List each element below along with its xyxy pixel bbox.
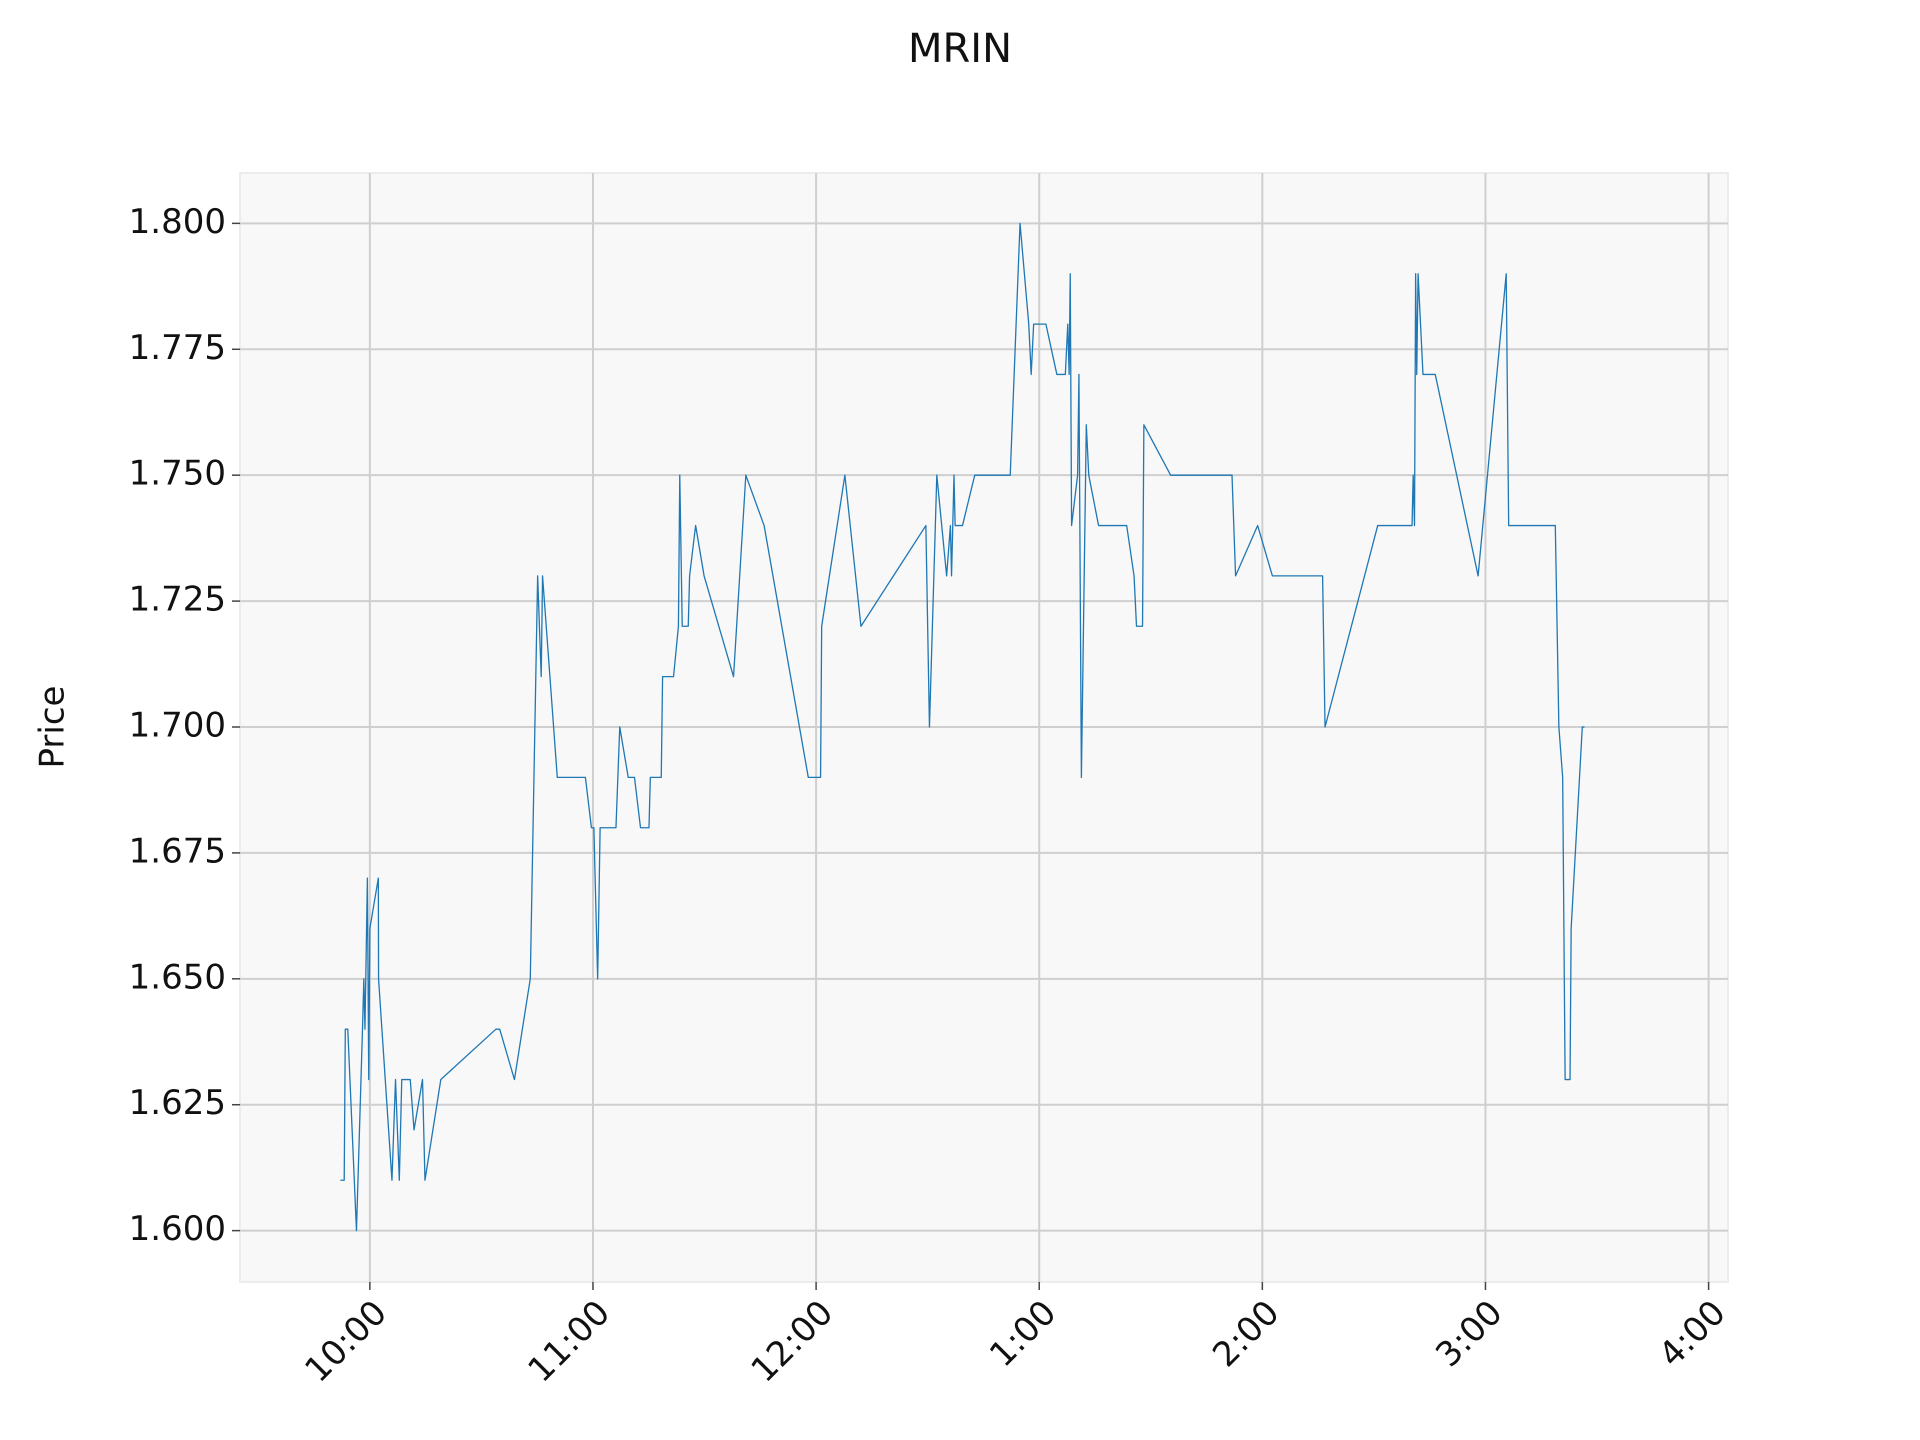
y-tick-label: 1.775 bbox=[129, 328, 226, 368]
y-tick-label: 1.800 bbox=[129, 202, 226, 242]
x-tick-label: 2:00 bbox=[1205, 1293, 1287, 1375]
y-tick-label: 1.650 bbox=[129, 957, 226, 997]
y-tick-label: 1.600 bbox=[129, 1209, 226, 1249]
x-tick-label: 12:00 bbox=[744, 1293, 842, 1391]
y-axis-label: Price bbox=[33, 686, 73, 769]
y-tick-label: 1.750 bbox=[129, 454, 226, 494]
price-line bbox=[340, 222, 1585, 1232]
chart-title: MRIN bbox=[908, 26, 1012, 72]
y-tick-label: 1.725 bbox=[129, 580, 226, 620]
y-tick-label: 1.700 bbox=[129, 705, 226, 745]
x-tick-label: 4:00 bbox=[1651, 1293, 1733, 1375]
x-tick-label: 11:00 bbox=[520, 1293, 618, 1391]
y-tick-label: 1.625 bbox=[129, 1083, 226, 1123]
x-tick-label: 3:00 bbox=[1428, 1293, 1510, 1375]
x-tick-label: 1:00 bbox=[982, 1293, 1064, 1375]
y-tick-label: 1.675 bbox=[129, 831, 226, 871]
x-tick-label: 10:00 bbox=[297, 1293, 395, 1391]
